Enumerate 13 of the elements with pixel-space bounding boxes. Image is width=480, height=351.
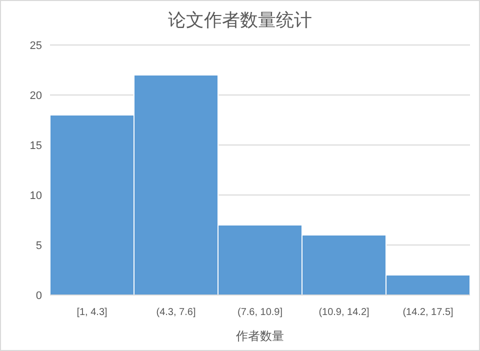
chart-title: 论文作者数量统计 — [168, 10, 312, 30]
x-tick-label: (14.2, 17.5] — [402, 307, 454, 318]
y-tick-label: 20 — [30, 90, 42, 102]
x-tick-label: [1, 4.3] — [76, 307, 108, 318]
y-tick-label: 0 — [36, 290, 42, 302]
y-tick-label: 25 — [30, 40, 42, 52]
y-tick-label: 15 — [30, 140, 42, 152]
x-tick-label: (10.9, 14.2] — [318, 307, 370, 318]
x-axis-title: 作者数量 — [235, 329, 284, 343]
y-tick-label: 5 — [36, 240, 42, 252]
y-tick-label: 10 — [30, 190, 42, 202]
x-tick-label: (4.3, 7.6] — [156, 307, 196, 318]
x-tick-label: (7.6, 10.9] — [237, 307, 283, 318]
